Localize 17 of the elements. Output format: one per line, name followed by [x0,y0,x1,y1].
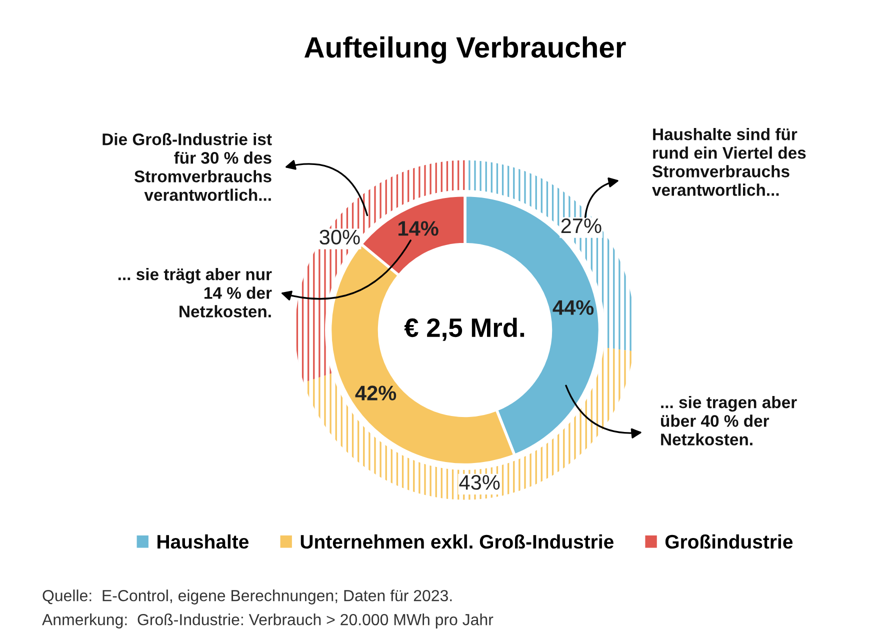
legend-label: Großindustrie [665,534,793,549]
text: Haushalte sind für rund ein Viertel des Stromverbrauchs verantwortlich... [652,128,806,196]
text: ... sie tragen aber über 40 % der Netzkosten. [661,396,797,446]
data-label: 30% [320,230,360,245]
data-label: 43% [459,475,500,490]
chart-title: Aufteilung Verbraucher [304,36,626,64]
data-label: 14% [398,221,438,236]
text: Anmerkung: Groß-Industrie: Verbrauch > 20.000 MWh pro Jahr [42,614,494,628]
legend-label: Haushalte [158,534,249,549]
text: € 2,5 Mrd. [404,318,524,341]
legend-label: Unternehmen exkl. Groß-Industrie [300,534,614,549]
data-label: 44% [552,300,594,315]
text: Die Groß-Industrie ist für 30 % des Stromverbrauchs verantwortlich... [102,133,272,201]
source-note: Quelle: E-Control, eigene Berechnungen; Daten für 2023. [42,590,452,604]
data-label: 42% [355,386,396,400]
text: ... sie trägt aber nur 14 % der Netzkosten. [118,268,272,318]
data-label: 27% [561,218,602,234]
